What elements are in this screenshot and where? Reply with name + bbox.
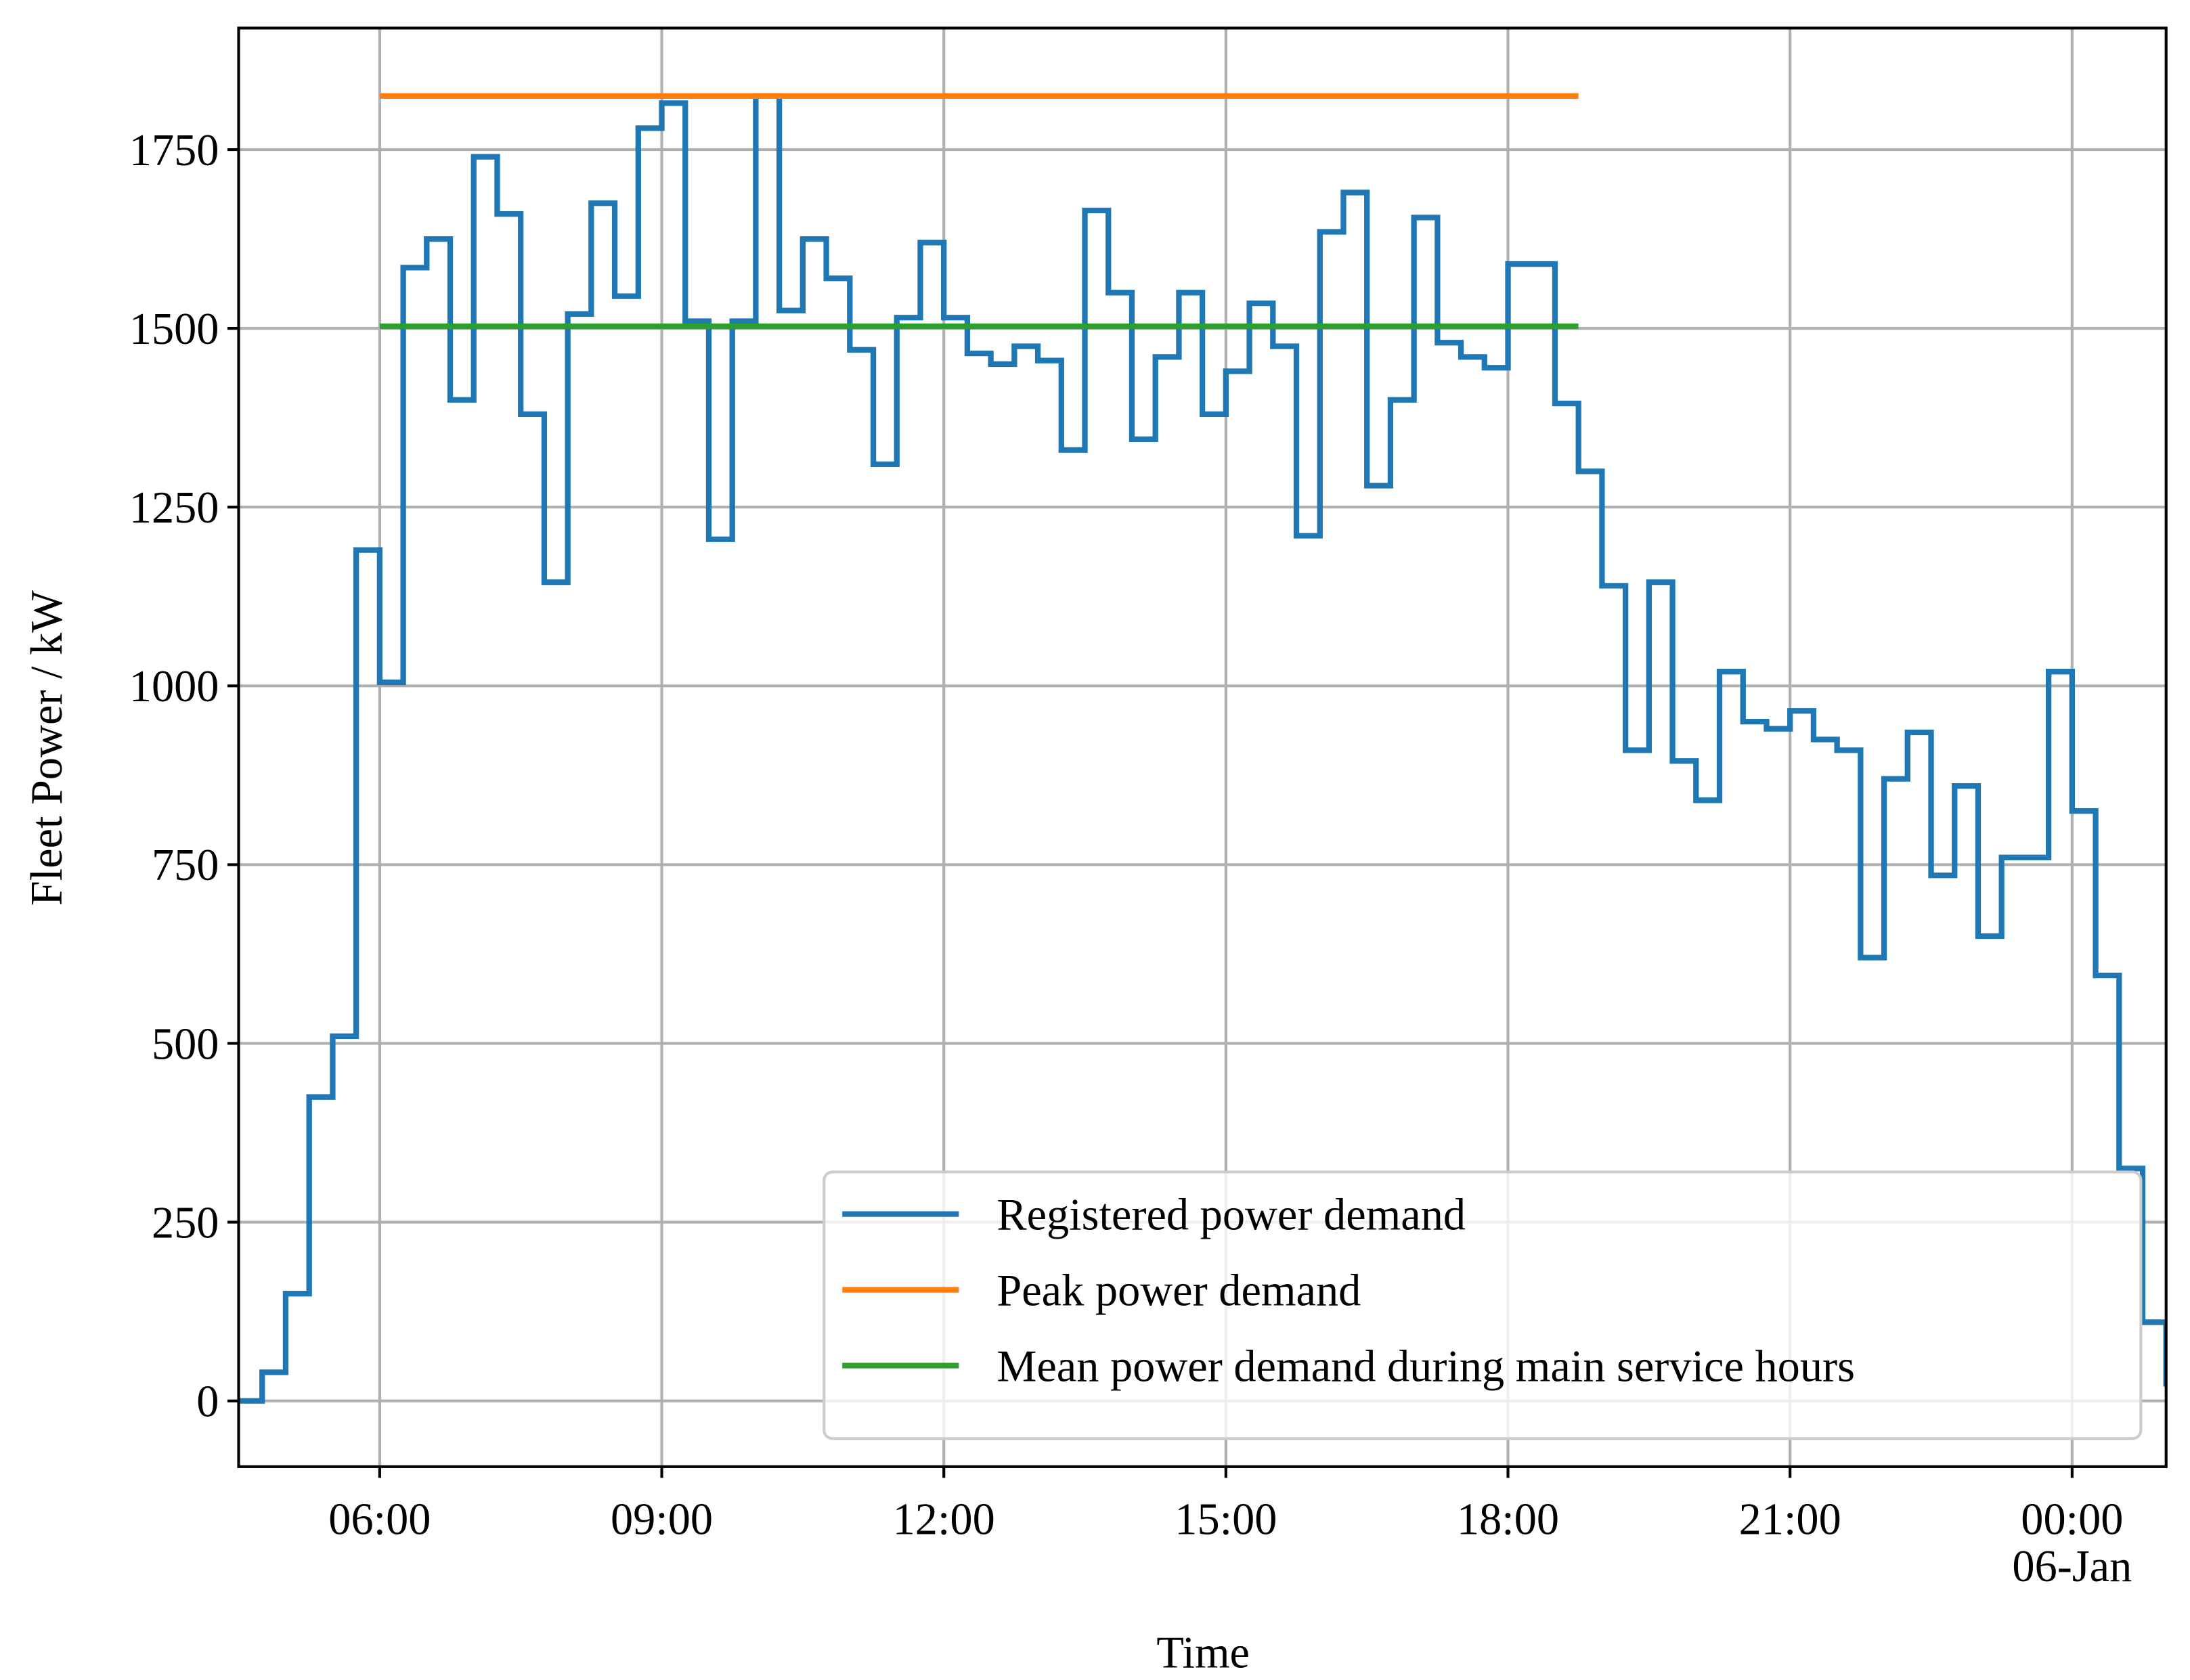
y-tick-label: 1250	[129, 483, 219, 533]
data-line	[238, 93, 2166, 1404]
y-tick-label: 500	[152, 1019, 219, 1069]
y-tick-label: 1500	[129, 305, 219, 354]
y-tick-label: 1000	[129, 662, 219, 711]
x-tick-label: 18:00	[1457, 1495, 1559, 1544]
y-axis-label: Fleet Power / kW	[22, 590, 72, 906]
x-axis-label: Time	[1156, 1628, 1250, 1677]
x-tick-label: 06:00	[328, 1495, 431, 1544]
legend-label: Mean power demand during main service ho…	[997, 1342, 1855, 1391]
x-tick-label: 09:00	[611, 1495, 713, 1544]
y-tick-label: 750	[152, 841, 219, 890]
x-tick-label: 21:00	[1739, 1495, 1841, 1544]
y-tick-label: 250	[152, 1198, 219, 1247]
x-tick-label: 12:00	[893, 1495, 995, 1544]
legend-box	[823, 1170, 2143, 1440]
plot-frame	[237, 26, 2168, 1468]
x-tick-label: 15:00	[1175, 1495, 1277, 1544]
legend-label: Peak power demand	[997, 1266, 1361, 1315]
x-tick-label: 00:00 06-Jan	[2012, 1495, 2132, 1591]
y-tick-label: 1750	[129, 126, 219, 175]
legend-label: Registered power demand	[997, 1190, 1466, 1239]
y-tick-label: 0	[196, 1377, 219, 1426]
